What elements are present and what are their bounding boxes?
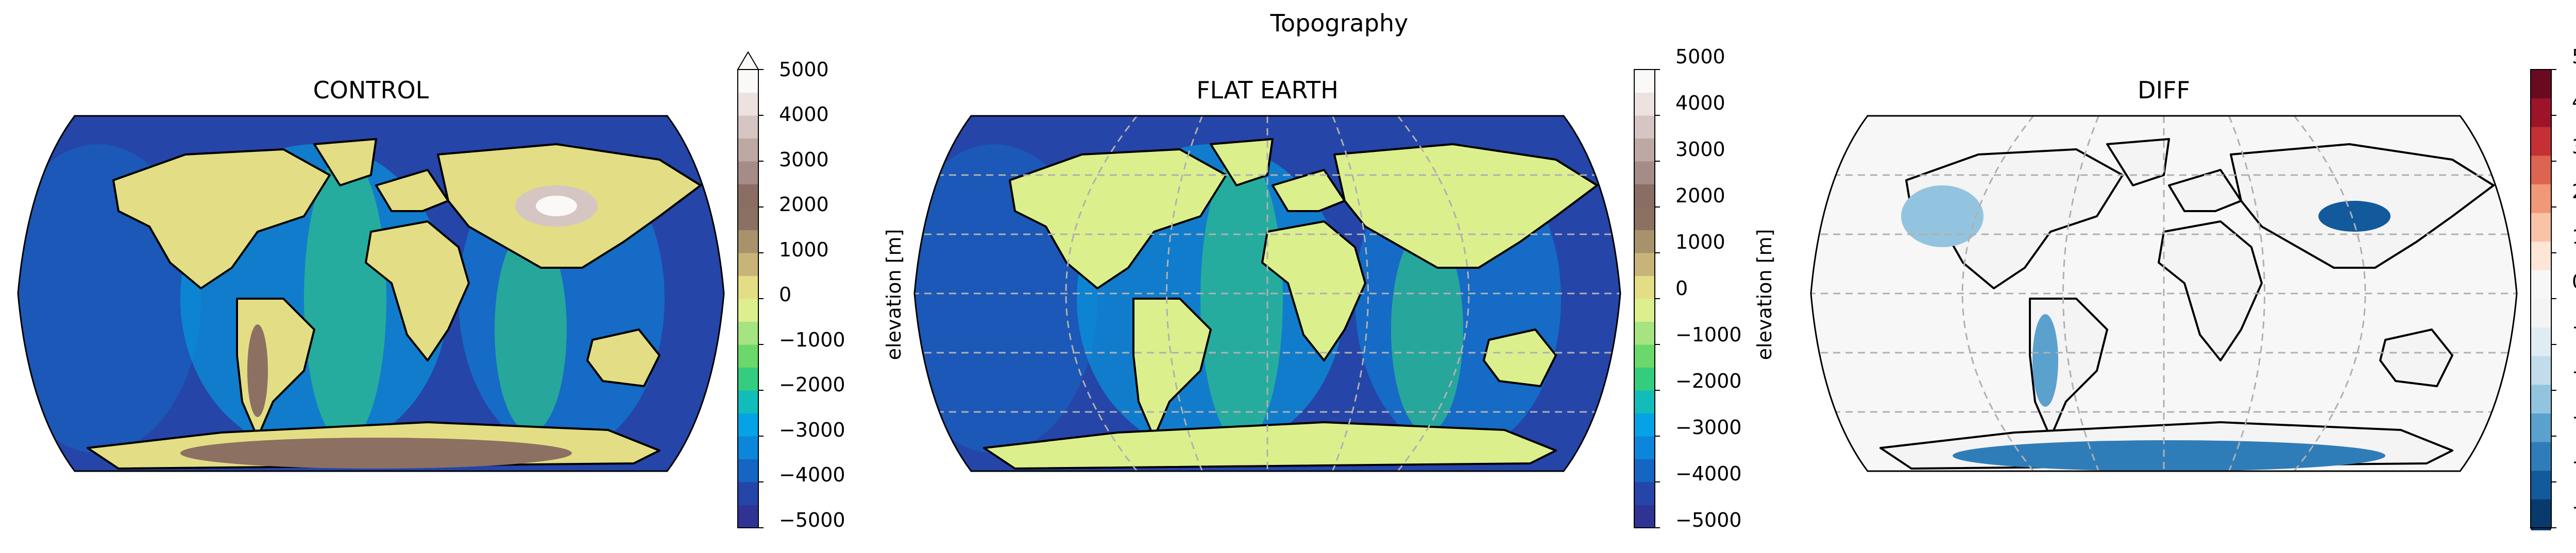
cb-tick: 1000 — [2572, 226, 2576, 248]
cb-tick: 3000 — [1675, 138, 1725, 161]
cb-tick: −1000 — [779, 329, 845, 351]
cb-tick: 3000 — [2572, 135, 2576, 158]
colorbar-diff — [2530, 69, 2556, 530]
cb-tick: 4000 — [779, 103, 829, 126]
map-control — [17, 115, 725, 472]
colorbar-label-flat-earth: elevation [m] — [1753, 229, 1776, 360]
cb-tick: 0 — [2572, 270, 2576, 293]
cb-tick: 0 — [1675, 277, 1688, 300]
cb-tick: −3000 — [2572, 406, 2576, 428]
map-flat-earth — [913, 115, 1621, 472]
cb-tick: 0 — [779, 283, 792, 306]
cb-tick: 5000 — [779, 58, 829, 81]
cb-tick: −5000 — [2572, 496, 2576, 519]
cb-tick: 2000 — [1675, 184, 1725, 207]
cb-tick: 5000 — [2572, 45, 2576, 68]
map-diff — [1810, 115, 2518, 472]
panel-title-flat-earth: FLAT EARTH — [1196, 76, 1338, 104]
panel-title-diff: DIFF — [2138, 76, 2190, 104]
panel-title-control: CONTROL — [313, 76, 429, 104]
cb-tick: −5000 — [1675, 509, 1742, 531]
colorbar-flat-earth — [1634, 69, 1660, 528]
cb-tick: 4000 — [1675, 92, 1725, 114]
cb-tick: −4000 — [779, 463, 845, 486]
cb-tick: 1000 — [779, 238, 829, 261]
colorbar-control — [737, 51, 764, 528]
cb-tick: 5000 — [1675, 45, 1725, 68]
colorbar-label-control: elevation [m] — [883, 229, 905, 360]
cb-tick: −5000 — [779, 509, 845, 531]
cb-tick: −3000 — [779, 419, 845, 441]
cb-tick: −2000 — [779, 373, 845, 396]
cb-tick: −1000 — [1675, 323, 1742, 346]
cb-tick: −4000 — [2572, 451, 2576, 473]
cb-tick: 2000 — [2572, 180, 2576, 203]
cb-tick: 2000 — [779, 193, 829, 216]
cb-tick: −1000 — [2572, 316, 2576, 338]
cb-tick: −2000 — [2572, 360, 2576, 383]
cb-tick: −3000 — [1675, 416, 1742, 439]
cb-tick: −2000 — [1675, 370, 1742, 392]
cb-tick: −4000 — [1675, 462, 1742, 485]
cb-tick: 1000 — [1675, 231, 1725, 253]
figure-title: Topography — [1270, 9, 1409, 37]
cb-tick: 4000 — [2572, 90, 2576, 113]
cb-tick: 3000 — [779, 148, 829, 171]
